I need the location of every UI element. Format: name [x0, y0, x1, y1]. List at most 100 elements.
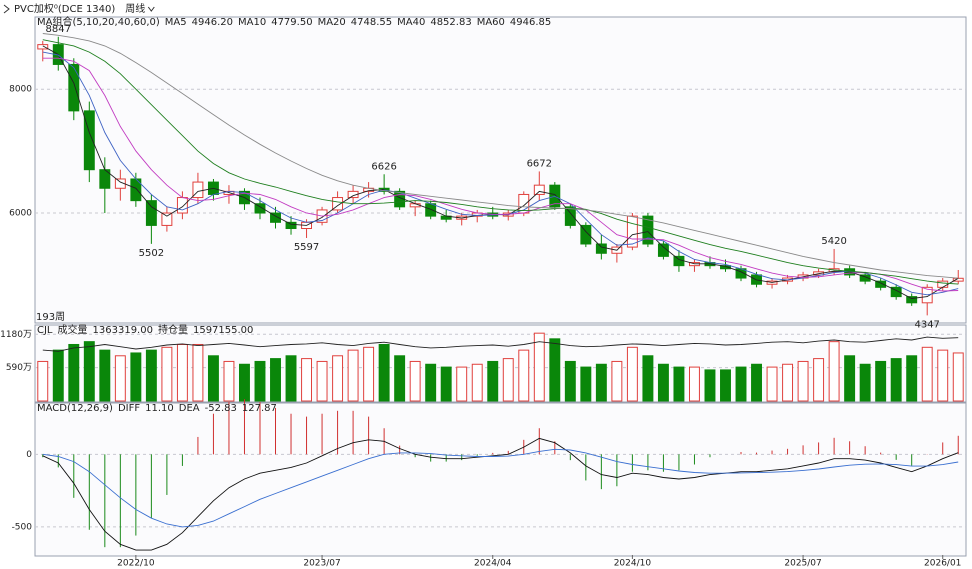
- y-tick-label: 590万: [6, 363, 32, 373]
- ma-line: [42, 33, 959, 279]
- volume-bar: [487, 360, 499, 402]
- volume-bar: [673, 366, 685, 402]
- legend-value: 1597155.00: [193, 325, 253, 336]
- volume-bar: [502, 358, 514, 402]
- extreme-label: 5597: [294, 242, 319, 253]
- legend-value: 4946.20: [192, 17, 233, 28]
- volume-bar: [952, 352, 964, 402]
- candle-body: [720, 265, 731, 270]
- candle-body: [332, 197, 344, 211]
- volume-bar: [518, 349, 530, 402]
- x-tick-label: 2025/07: [784, 559, 821, 569]
- period-dropdown[interactable]: [147, 6, 155, 12]
- candle-body: [952, 277, 964, 282]
- extreme-label: 4347: [914, 319, 939, 330]
- macd-line: [42, 437, 959, 551]
- volume-bar: [611, 360, 623, 402]
- candle-body: [564, 206, 576, 226]
- volume-bar: [642, 355, 654, 402]
- volume-bar: [425, 363, 437, 402]
- extreme-label: 6672: [527, 158, 552, 169]
- legend-value: -52.83: [205, 403, 237, 414]
- extreme-label: 8847: [46, 24, 71, 35]
- period[interactable]: 周线: [125, 2, 145, 15]
- macd-line: [42, 448, 959, 528]
- volume-bar: [937, 349, 949, 402]
- legend-name: MA5: [165, 17, 187, 28]
- candle-body: [673, 255, 685, 267]
- volume-bar: [859, 363, 871, 402]
- candle-body: [145, 200, 157, 226]
- extreme-label: 5502: [139, 248, 164, 259]
- ma-line: [42, 39, 959, 285]
- volume-bar: [332, 355, 344, 402]
- candle-body: [859, 274, 871, 282]
- volume-bar: [68, 343, 80, 402]
- candle-body: [657, 243, 669, 257]
- expand-icon[interactable]: [3, 4, 10, 14]
- ma-line: [42, 57, 959, 292]
- volume-bar: [440, 366, 452, 402]
- volume-bar: [580, 366, 592, 402]
- candle-body: [285, 221, 297, 230]
- volume-bar: [782, 363, 794, 402]
- y-tick-label: 6000: [9, 209, 32, 219]
- x-tick-label: 2024/04: [474, 559, 512, 569]
- y-tick-label: 0: [26, 450, 32, 460]
- volume-bar: [875, 360, 887, 402]
- volume-bar: [192, 343, 204, 402]
- candle-body: [270, 212, 281, 223]
- legend-name: 持仓量: [158, 323, 188, 336]
- volume-bar: [161, 346, 173, 402]
- volume-bar: [751, 363, 762, 402]
- volume-bar: [37, 360, 49, 402]
- volume-bar: [83, 341, 95, 402]
- volume-bar: [270, 358, 281, 402]
- legend-name: MA60: [477, 17, 505, 28]
- volume-bar: [223, 360, 235, 402]
- extreme-label: 5420: [821, 236, 846, 247]
- symbol[interactable]: PVC加权⁰(DCE 1340): [14, 2, 115, 15]
- volume-bar: [52, 349, 64, 402]
- open-interest-line: [42, 336, 959, 352]
- volume-bar: [378, 343, 390, 402]
- y-tick-label: -500: [12, 522, 33, 532]
- candle-body: [875, 280, 887, 288]
- volume-bar: [254, 360, 266, 402]
- candle-body: [937, 280, 949, 288]
- volume-bar: [176, 343, 188, 402]
- legend-value: 4779.50: [271, 17, 312, 28]
- volume-bar: [828, 341, 840, 402]
- volume-bar: [285, 355, 297, 402]
- volume-bar: [921, 346, 933, 402]
- volume-bar: [130, 352, 142, 402]
- pane-title: MACD(12,26,9): [37, 403, 113, 414]
- volume-bar: [456, 366, 468, 402]
- candle-body: [83, 110, 95, 171]
- candle-body: [580, 224, 592, 245]
- x-tick-label: 2022/10: [117, 559, 155, 569]
- volume-bar: [239, 363, 250, 402]
- macd-pane: [34, 402, 967, 557]
- legend-value: 4946.85: [510, 17, 551, 28]
- extreme-label: 6626: [371, 161, 396, 172]
- legend-value: 11.10: [145, 403, 174, 414]
- legend-name: MA40: [397, 17, 425, 28]
- candle-body: [425, 203, 437, 217]
- volume-bar: [720, 369, 731, 402]
- legend-name: DEA: [179, 403, 200, 414]
- volume-bar: [301, 358, 313, 402]
- volume-bar: [533, 332, 545, 402]
- legend-name: MA20: [318, 17, 346, 28]
- volume-bar: [114, 355, 126, 402]
- volume-bar: [844, 355, 856, 402]
- y-tick-label: 1180万: [0, 330, 32, 340]
- candle-body: [890, 286, 902, 298]
- candle-body: [161, 212, 173, 226]
- volume-bar: [564, 360, 576, 402]
- legend-value: 127.87: [242, 403, 277, 414]
- price-pane: [34, 16, 967, 324]
- candle-body: [642, 215, 654, 245]
- candle-body: [176, 197, 188, 214]
